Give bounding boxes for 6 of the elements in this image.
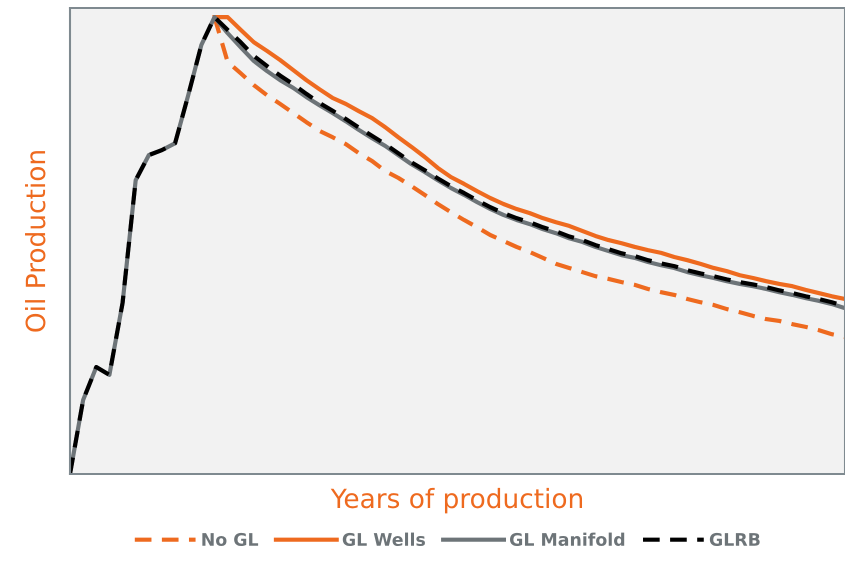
legend-label: GL Manifold [510, 532, 624, 546]
x-axis-title: Years of production [330, 488, 582, 514]
legend-label: No GL [202, 532, 258, 546]
legend-label: GLRB [710, 532, 760, 546]
legend-label: GL Wells [342, 532, 425, 546]
y-axis-title: Oil Production [25, 151, 46, 332]
